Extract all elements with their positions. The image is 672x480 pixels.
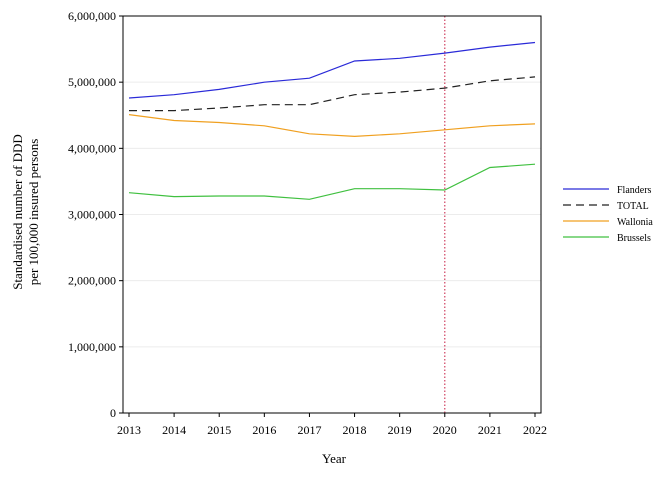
y-tick-label: 3,000,000: [68, 208, 116, 222]
x-tick-label: 2017: [297, 423, 321, 437]
y-tick-label: 4,000,000: [68, 141, 116, 155]
y-axis: 0 1,000,000 2,000,000 3,000,000 4,000,000 5,0…: [68, 9, 123, 420]
y-tick-label: 6,000,000: [68, 9, 116, 23]
x-axis-title: Year: [322, 451, 347, 466]
x-axis: 2013 2014 2015 2016 2017 2018 2019 2020 2021 2022: [117, 413, 547, 437]
y-tick-label: 2,000,000: [68, 274, 116, 288]
legend-label: Wallonia: [617, 217, 653, 228]
x-tick-label: 2016: [252, 423, 276, 437]
x-tick-label: 2013: [117, 423, 141, 437]
series-line-brussels: [128, 163, 536, 200]
y-tick-label: 1,000,000: [68, 340, 116, 354]
x-tick-label: 2019: [388, 423, 412, 437]
y-axis-title-line-1: Standardised number of DDD: [10, 134, 25, 290]
legend-item-total: TOTAL: [563, 201, 649, 212]
x-tick-label: 2018: [343, 423, 367, 437]
legend-item-brussels: Brussels: [563, 233, 651, 244]
y-axis-title: Standardised number of DDD per 100,000 i…: [10, 134, 41, 290]
legend-item-flanders: Flanders: [563, 185, 652, 196]
y-tick-label: 5,000,000: [68, 75, 116, 89]
series-lines: [128, 41, 536, 200]
series-line-total: [129, 76, 536, 112]
series-line-flanders: [128, 41, 536, 99]
legend-label: TOTAL: [617, 201, 649, 212]
x-tick-label: 2015: [207, 423, 231, 437]
x-tick-label: 2021: [478, 423, 502, 437]
legend-label: Flanders: [617, 185, 652, 196]
x-tick-label: 2022: [523, 423, 547, 437]
x-tick-label: 2020: [433, 423, 457, 437]
legend: Flanders TOTAL Wallonia Brussels: [563, 185, 653, 244]
legend-item-wallonia: Wallonia: [563, 217, 653, 228]
y-tick-label: 0: [110, 406, 116, 420]
x-tick-label: 2014: [162, 423, 186, 437]
grid-lines: [123, 15, 541, 348]
y-axis-title-line-2: per 100,000 insured persons: [26, 139, 41, 286]
legend-label: Brussels: [617, 233, 651, 244]
series-line-wallonia: [128, 114, 536, 138]
